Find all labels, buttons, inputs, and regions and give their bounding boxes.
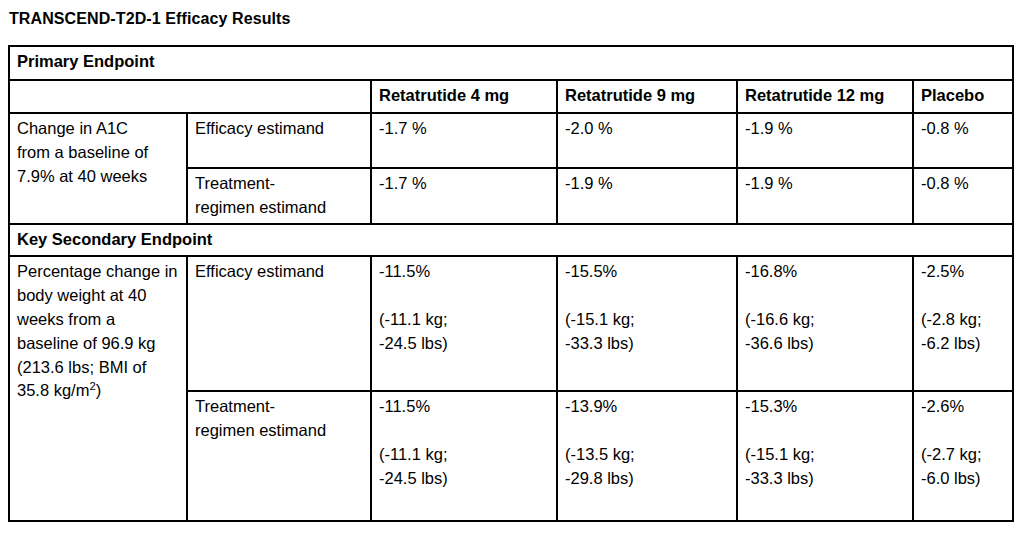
estimand-label-treatment-secondary: Treatment- regimen estimand [187, 391, 371, 521]
value-secondary-treatment-9mg: -13.9% (-13.5 kg; -29.8 lbs) [557, 391, 737, 521]
column-header-blank [9, 80, 371, 113]
page-title: TRANSCEND-T2D-1 Efficacy Results [9, 10, 1016, 28]
secondary-section-row: Key Secondary Endpoint [9, 224, 1013, 256]
value-primary-treatment-12mg: -1.9 % [737, 168, 913, 224]
value-primary-efficacy-4mg: -1.7 % [371, 113, 557, 168]
value-primary-treatment-placebo: -0.8 % [913, 168, 1013, 224]
secondary-endpoint-text-after: ) [96, 381, 102, 399]
primary-endpoint-description: Change in A1C from a baseline of 7.9% at… [9, 113, 187, 224]
estimand-label-efficacy-primary: Efficacy estimand [187, 113, 371, 168]
value-primary-efficacy-placebo: -0.8 % [913, 113, 1013, 168]
column-header-retatrutide-12mg: Retatrutide 12 mg [737, 80, 913, 113]
value-secondary-efficacy-12mg: -16.8% (-16.6 kg; -36.6 lbs) [737, 256, 913, 391]
value-primary-efficacy-9mg: -2.0 % [557, 113, 737, 168]
estimand-label-treatment-primary: Treatment- regimen estimand [187, 168, 371, 224]
column-header-retatrutide-9mg: Retatrutide 9 mg [557, 80, 737, 113]
secondary-efficacy-row: Percentage change in body weight at 40 w… [9, 256, 1013, 391]
secondary-endpoint-text: Percentage change in body weight at 40 w… [17, 262, 182, 400]
column-header-row: Retatrutide 4 mg Retatrutide 9 mg Retatr… [9, 80, 1013, 113]
estimand-label-efficacy-secondary: Efficacy estimand [187, 256, 371, 391]
section-header-primary: Primary Endpoint [9, 46, 1013, 80]
value-secondary-efficacy-4mg: -11.5% (-11.1 kg; -24.5 lbs) [371, 256, 557, 391]
value-secondary-treatment-4mg: -11.5% (-11.1 kg; -24.5 lbs) [371, 391, 557, 521]
value-secondary-efficacy-placebo: -2.5% (-2.8 kg; -6.2 lbs) [913, 256, 1013, 391]
value-primary-efficacy-12mg: -1.9 % [737, 113, 913, 168]
value-secondary-treatment-12mg: -15.3% (-15.1 kg; -33.3 lbs) [737, 391, 913, 521]
value-secondary-treatment-placebo: -2.6% (-2.7 kg; -6.0 lbs) [913, 391, 1013, 521]
primary-section-row: Primary Endpoint [9, 46, 1013, 80]
secondary-endpoint-description: Percentage change in body weight at 40 w… [9, 256, 187, 521]
section-header-secondary: Key Secondary Endpoint [9, 224, 1013, 256]
value-secondary-efficacy-9mg: -15.5% (-15.1 kg; -33.3 lbs) [557, 256, 737, 391]
column-header-placebo: Placebo [913, 80, 1013, 113]
column-header-retatrutide-4mg: Retatrutide 4 mg [371, 80, 557, 113]
value-primary-treatment-4mg: -1.7 % [371, 168, 557, 224]
page: TRANSCEND-T2D-1 Efficacy Results Primary… [0, 0, 1024, 534]
value-primary-treatment-9mg: -1.9 % [557, 168, 737, 224]
efficacy-results-table: Primary Endpoint Retatrutide 4 mg Retatr… [8, 45, 1014, 522]
primary-efficacy-row: Change in A1C from a baseline of 7.9% at… [9, 113, 1013, 168]
